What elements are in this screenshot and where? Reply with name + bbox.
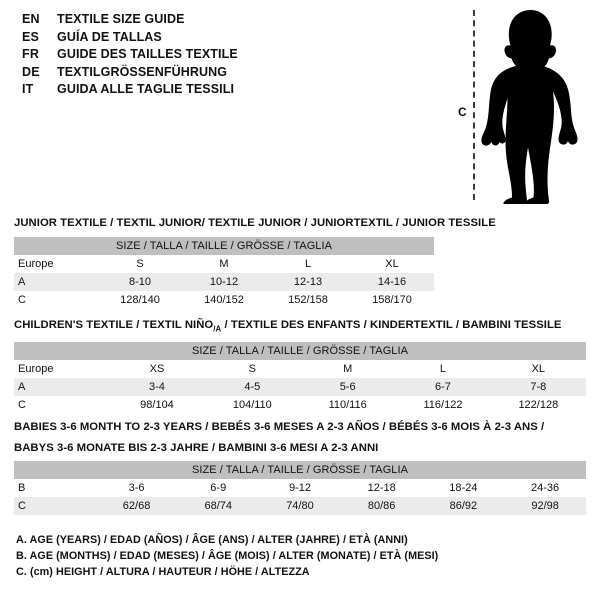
toddler-silhouette-icon: [481, 10, 578, 204]
language-code-it: IT: [22, 82, 34, 96]
cell-value: L: [266, 254, 350, 273]
cell-value: 3-6: [95, 479, 178, 497]
section-title-junior: JUNIOR TEXTILE / TEXTIL JUNIOR/ TEXTILE …: [14, 217, 496, 229]
language-code-de: DE: [22, 64, 40, 79]
row-label-a: A: [14, 272, 98, 291]
table-row: A 3-4 4-5 5-6 6-7 7-8: [14, 377, 586, 396]
row-label-c: C: [14, 395, 110, 414]
section-childrens-textile: CHILDREN'S TEXTILE / TEXTIL NIÑO/A / TEX…: [14, 318, 586, 414]
language-row-it: IT GUIDA ALLE TAGLIE TESSILI: [22, 82, 442, 100]
section-junior-textile: JUNIOR TEXTILE / TEXTIL JUNIOR/ TEXTILE …: [14, 216, 496, 309]
legend-line-c: C. (cm) HEIGHT / ALTURA / HAUTEUR / HÖHE…: [16, 566, 310, 578]
cell-value: 9-12: [259, 479, 341, 497]
language-title-en: TEXTILE SIZE GUIDE: [57, 12, 185, 26]
row-label-b: B: [14, 479, 96, 497]
section-title-children-rest: / TEXTILE DES ENFANTS / KINDERTEXTIL / B…: [221, 319, 562, 331]
cell-value: 7-8: [490, 377, 586, 396]
section-title-children: CHILDREN'S TEXTILE / TEXTIL NIÑO/A / TEX…: [14, 318, 586, 337]
cell-value: 80/86: [340, 497, 423, 515]
cell-value: 12-13: [266, 272, 350, 291]
measurement-legend: A. AGE (YEARS) / EDAD (AÑOS) / ÂGE (ANS)…: [16, 532, 576, 580]
language-title-it: GUIDA ALLE TAGLIE TESSILI: [57, 82, 235, 96]
cell-value: 6-9: [177, 479, 260, 497]
cell-value: 110/116: [299, 395, 396, 414]
cell-value: 158/170: [350, 290, 434, 309]
cell-value: 92/98: [504, 497, 586, 515]
cell-value: 116/122: [395, 395, 491, 414]
cell-value: 12-18: [340, 479, 423, 497]
row-label-c: C: [14, 497, 96, 515]
cell-value: 24-36: [504, 479, 586, 497]
cell-value: 62/68: [95, 497, 178, 515]
language-title-fr: GUIDE DES TAILLES TEXTILE: [57, 47, 238, 61]
cell-value: M: [182, 254, 266, 273]
table-row: C 62/68 68/74 74/80 80/86 86/92 92/98: [14, 497, 586, 515]
section-title-babies-line2: BABYS 3-6 MONATE BIS 2-3 JAHRE / BAMBINI…: [14, 441, 379, 454]
row-label-europe: Europe: [14, 359, 110, 378]
cell-value: S: [98, 254, 182, 273]
cell-value: XL: [350, 254, 434, 273]
cell-value: 74/80: [259, 497, 341, 515]
height-measure-dashed-line: [473, 10, 475, 200]
cell-value: 98/104: [109, 395, 205, 414]
cell-value: 68/74: [177, 497, 260, 515]
language-code-en: EN: [22, 12, 40, 26]
cell-value: S: [204, 359, 300, 378]
language-title-es: GUÍA DE TALLAS: [57, 29, 162, 44]
table-band-junior: SIZE / TALLA / TAILLE / GRÖSSE / TAGLIA: [14, 236, 434, 255]
table-babies-sizes: SIZE / TALLA / TAILLE / GRÖSSE / TAGLIA …: [14, 461, 586, 515]
table-row: Europe S M L XL: [14, 254, 434, 273]
cell-value: 5-6: [299, 377, 396, 396]
language-code-fr: FR: [22, 47, 40, 61]
cell-value: 152/158: [266, 290, 350, 309]
cell-value: 6-7: [395, 377, 491, 396]
band-label-babies: SIZE / TALLA / TAILLE / GRÖSSE / TAGLIA: [14, 461, 586, 479]
table-row: A 8-10 10-12 12-13 14-16: [14, 272, 434, 291]
cell-value: 8-10: [98, 272, 182, 291]
row-label-europe: Europe: [14, 254, 98, 273]
row-label-a: A: [14, 377, 110, 396]
cell-value: 140/152: [182, 290, 266, 309]
table-row: B 3-6 6-9 9-12 12-18 18-24 24-36: [14, 479, 586, 497]
table-row: Europe XS S M L XL: [14, 359, 586, 378]
cell-value: 4-5: [204, 377, 300, 396]
language-title-de: TEXTILGRÖSSENFÜHRUNG: [57, 64, 228, 79]
legend-line-a: A. AGE (YEARS) / EDAD (AÑOS) / ÂGE (ANS)…: [16, 534, 408, 546]
cell-value: L: [395, 359, 491, 378]
legend-line-b: B. AGE (MONTHS) / EDAD (MESES) / ÂGE (MO…: [16, 550, 439, 562]
table-children-sizes: SIZE / TALLA / TAILLE / GRÖSSE / TAGLIA …: [14, 341, 586, 414]
language-row-es: ES GUÍA DE TALLAS: [22, 30, 442, 48]
cell-value: XL: [490, 359, 586, 378]
table-band-children: SIZE / TALLA / TAILLE / GRÖSSE / TAGLIA: [14, 341, 586, 360]
cell-value: 86/92: [422, 497, 505, 515]
section-title-children-sub: /A: [213, 324, 222, 334]
cell-value: M: [299, 359, 396, 378]
cell-value: 10-12: [182, 272, 266, 291]
height-measurement-figure: C: [450, 0, 600, 210]
band-label-children: SIZE / TALLA / TAILLE / GRÖSSE / TAGLIA: [14, 341, 586, 360]
cell-value: 14-16: [350, 272, 434, 291]
language-row-en: EN TEXTILE SIZE GUIDE: [22, 12, 442, 30]
cell-value: 18-24: [422, 479, 505, 497]
language-code-es: ES: [22, 29, 40, 44]
cell-value: XS: [109, 359, 205, 378]
language-header-block: EN TEXTILE SIZE GUIDE ES GUÍA DE TALLAS …: [22, 12, 442, 100]
band-label-junior: SIZE / TALLA / TAILLE / GRÖSSE / TAGLIA: [14, 236, 434, 255]
table-row: C 128/140 140/152 152/158 158/170: [14, 290, 434, 309]
table-junior-sizes: SIZE / TALLA / TAILLE / GRÖSSE / TAGLIA …: [14, 236, 434, 309]
cell-value: 122/128: [490, 395, 586, 414]
row-label-c: C: [14, 290, 98, 309]
section-title-babies-line1: BABIES 3-6 MONTH TO 2-3 YEARS / BEBÉS 3-…: [14, 421, 545, 433]
table-row: C 98/104 104/110 110/116 116/122 122/128: [14, 395, 586, 414]
height-measure-label: C: [458, 105, 467, 119]
language-row-fr: FR GUIDE DES TAILLES TEXTILE: [22, 47, 442, 65]
language-row-de: DE TEXTILGRÖSSENFÜHRUNG: [22, 65, 442, 83]
cell-value: 104/110: [204, 395, 300, 414]
cell-value: 128/140: [98, 290, 182, 309]
table-band-babies: SIZE / TALLA / TAILLE / GRÖSSE / TAGLIA: [14, 461, 586, 479]
section-title-children-main: CHILDREN'S TEXTILE / TEXTIL NIÑO: [14, 319, 214, 331]
section-babies-textile: BABIES 3-6 MONTH TO 2-3 YEARS / BEBÉS 3-…: [14, 420, 586, 515]
cell-value: 3-4: [109, 377, 205, 396]
